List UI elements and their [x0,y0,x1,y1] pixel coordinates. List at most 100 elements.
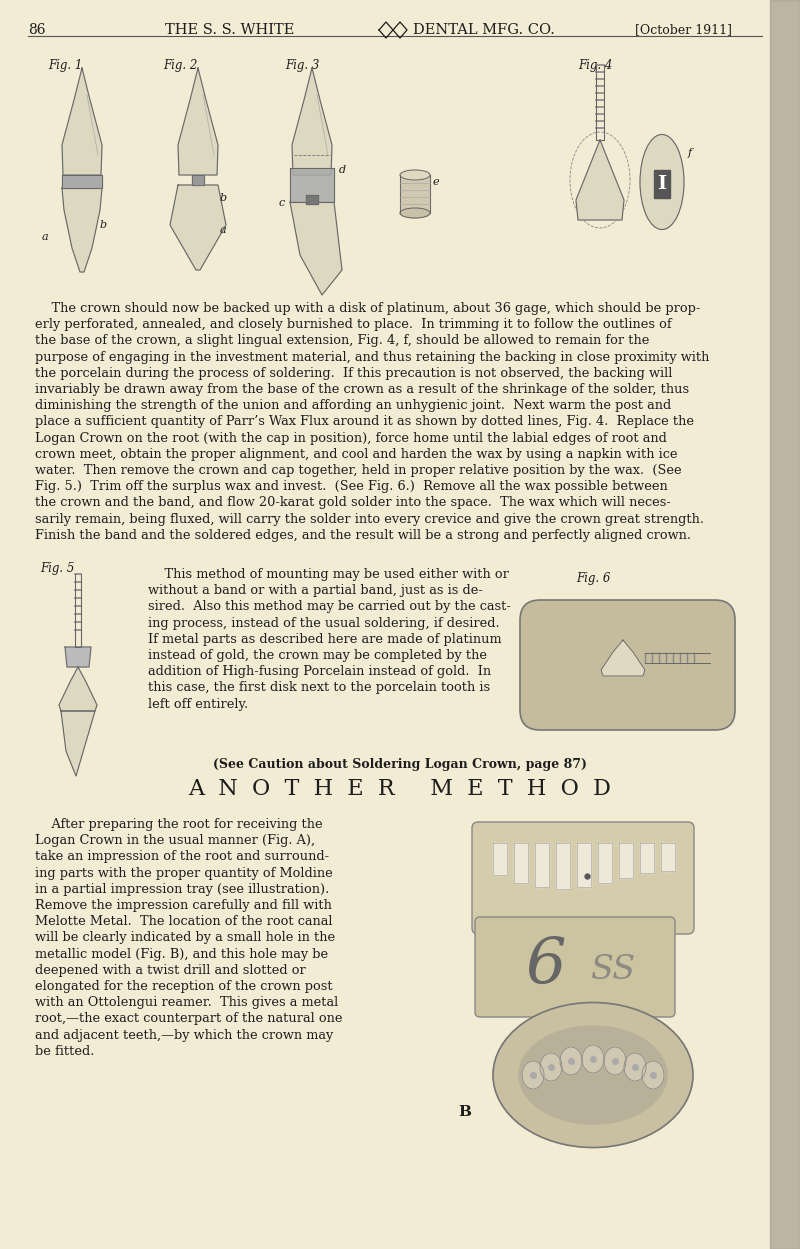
Polygon shape [400,175,430,214]
Ellipse shape [640,135,684,230]
Polygon shape [59,667,97,711]
Text: Fig. 6: Fig. 6 [576,572,610,585]
Text: elongated for the reception of the crown post: elongated for the reception of the crown… [35,980,333,993]
Text: this case, the first disk next to the porcelain tooth is: this case, the first disk next to the po… [148,682,490,694]
Polygon shape [576,140,624,220]
Text: invariably be drawn away from the base of the crown as a result of the shrinkage: invariably be drawn away from the base o… [35,383,689,396]
Polygon shape [178,67,218,175]
Polygon shape [65,647,91,667]
Text: d: d [339,165,346,175]
Polygon shape [619,843,633,878]
Text: metallic model (Fig. B), and this hole may be: metallic model (Fig. B), and this hole m… [35,948,328,960]
Text: After preparing the root for receiving the: After preparing the root for receiving t… [35,818,322,831]
Ellipse shape [642,1060,664,1089]
Text: 6: 6 [525,937,566,998]
Polygon shape [170,185,226,270]
Text: This method of mounting may be used either with or: This method of mounting may be used eith… [148,568,509,581]
Ellipse shape [604,1047,626,1075]
Polygon shape [62,67,102,175]
Text: sarily remain, being fluxed, will carry the solder into every crevice and give t: sarily remain, being fluxed, will carry … [35,512,704,526]
Text: [October 1911]: [October 1911] [635,22,732,36]
Text: a: a [220,225,226,235]
Text: diminishing the strength of the union and affording an unhygienic joint.  Next w: diminishing the strength of the union an… [35,400,671,412]
Text: Logan Crown in the usual manner (Fig. A),: Logan Crown in the usual manner (Fig. A)… [35,834,315,847]
Text: f: f [688,147,692,159]
Text: without a band or with a partial band, just as is de-: without a band or with a partial band, j… [148,585,483,597]
Text: c: c [279,199,286,209]
Text: erly perforated, annealed, and closely burnished to place.  In trimming it to fo: erly perforated, annealed, and closely b… [35,318,672,331]
Text: with an Ottolengui reamer.  This gives a metal: with an Ottolengui reamer. This gives a … [35,997,338,1009]
Text: the crown and the band, and flow 20-karat gold solder into the space.  The wax w: the crown and the band, and flow 20-kara… [35,496,671,510]
Text: place a sufficient quantity of Parr’s Wax Flux around it as shown by dotted line: place a sufficient quantity of Parr’s Wa… [35,416,694,428]
Text: The crown should now be backed up with a disk of platinum, about 36 gage, which : The crown should now be backed up with a… [35,302,700,315]
Text: will be clearly indicated by a small hole in the: will be clearly indicated by a small hol… [35,932,335,944]
Polygon shape [306,195,318,204]
Polygon shape [640,843,654,873]
FancyBboxPatch shape [475,917,675,1017]
Text: Remove the impression carefully and fill with: Remove the impression carefully and fill… [35,899,332,912]
Polygon shape [192,175,204,185]
Polygon shape [62,175,102,189]
FancyBboxPatch shape [520,600,735,729]
Ellipse shape [540,1053,562,1080]
Text: ing parts with the proper quantity of Moldine: ing parts with the proper quantity of Mo… [35,867,333,879]
Polygon shape [61,711,95,776]
Text: b: b [220,194,227,204]
Text: I: I [658,175,666,194]
Text: Melotte Metal.  The location of the root canal: Melotte Metal. The location of the root … [35,916,333,928]
Text: in a partial impression tray (see illustration).: in a partial impression tray (see illust… [35,883,330,896]
Text: Fig. 5.)  Trim off the surplus wax and invest.  (See Fig. 6.)  Remove all the wa: Fig. 5.) Trim off the surplus wax and in… [35,480,668,493]
Text: deepened with a twist drill and slotted or: deepened with a twist drill and slotted … [35,964,306,977]
Text: ing process, instead of the usual soldering, if desired.: ing process, instead of the usual solder… [148,617,500,629]
Text: If metal parts as described here are made of platinum: If metal parts as described here are mad… [148,633,502,646]
Polygon shape [577,843,591,887]
Text: and adjacent teeth,—by which the crown may: and adjacent teeth,—by which the crown m… [35,1029,334,1042]
Text: Finish the band and the soldered edges, and the result will be a strong and perf: Finish the band and the soldered edges, … [35,528,691,542]
Text: crown meet, obtain the proper alignment, and cool and harden the wax by using a : crown meet, obtain the proper alignment,… [35,448,678,461]
Polygon shape [290,202,342,295]
Polygon shape [598,843,612,883]
FancyBboxPatch shape [472,822,694,934]
Ellipse shape [522,1060,544,1089]
Ellipse shape [493,1003,693,1148]
Text: left off entirely.: left off entirely. [148,698,248,711]
Text: Fig. 5: Fig. 5 [40,562,74,575]
Polygon shape [556,843,570,889]
Text: Logan Crown on the root (with the cap in position), force home until the labial : Logan Crown on the root (with the cap in… [35,432,667,445]
Text: Fig. 1: Fig. 1 [48,59,82,72]
Text: instead of gold, the crown may be completed by the: instead of gold, the crown may be comple… [148,649,487,662]
Text: Fig. 4: Fig. 4 [578,59,612,72]
Polygon shape [535,843,549,887]
Text: DENTAL MFG. CO.: DENTAL MFG. CO. [413,22,555,37]
Polygon shape [601,639,645,676]
Ellipse shape [582,1045,604,1073]
Text: Fig. 3: Fig. 3 [285,59,319,72]
Ellipse shape [400,170,430,180]
Text: be fitted.: be fitted. [35,1045,94,1058]
Ellipse shape [519,1025,667,1124]
Polygon shape [493,843,507,876]
Polygon shape [62,189,102,272]
Text: e: e [433,177,440,187]
Polygon shape [514,843,528,883]
Text: a: a [42,232,49,242]
Polygon shape [290,169,334,202]
Text: water.  Then remove the crown and cap together, held in proper relative position: water. Then remove the crown and cap tog… [35,463,682,477]
Ellipse shape [560,1047,582,1075]
Text: addition of High-fusing Porcelain instead of gold.  In: addition of High-fusing Porcelain instea… [148,666,491,678]
Text: THE S. S. WHITE: THE S. S. WHITE [165,22,294,37]
Polygon shape [292,67,332,175]
Text: root,—the exact counterpart of the natural one: root,—the exact counterpart of the natur… [35,1013,342,1025]
Ellipse shape [624,1053,646,1080]
Text: the base of the crown, a slight lingual extension, Fig. 4, f, should be allowed : the base of the crown, a slight lingual … [35,335,650,347]
Text: B: B [458,1105,471,1119]
Polygon shape [654,170,670,199]
Text: (See Caution about Soldering Logan Crown, page 87): (See Caution about Soldering Logan Crown… [213,758,587,771]
Text: b: b [100,220,107,230]
Text: take an impression of the root and surround-: take an impression of the root and surro… [35,851,329,863]
Text: the porcelain during the process of soldering.  If this precaution is not observ: the porcelain during the process of sold… [35,367,672,380]
Text: purpose of engaging in the investment material, and thus retaining the backing i: purpose of engaging in the investment ma… [35,351,710,363]
Polygon shape [661,843,675,871]
Text: sired.  Also this method may be carried out by the cast-: sired. Also this method may be carried o… [148,601,511,613]
Text: SS: SS [590,954,635,985]
